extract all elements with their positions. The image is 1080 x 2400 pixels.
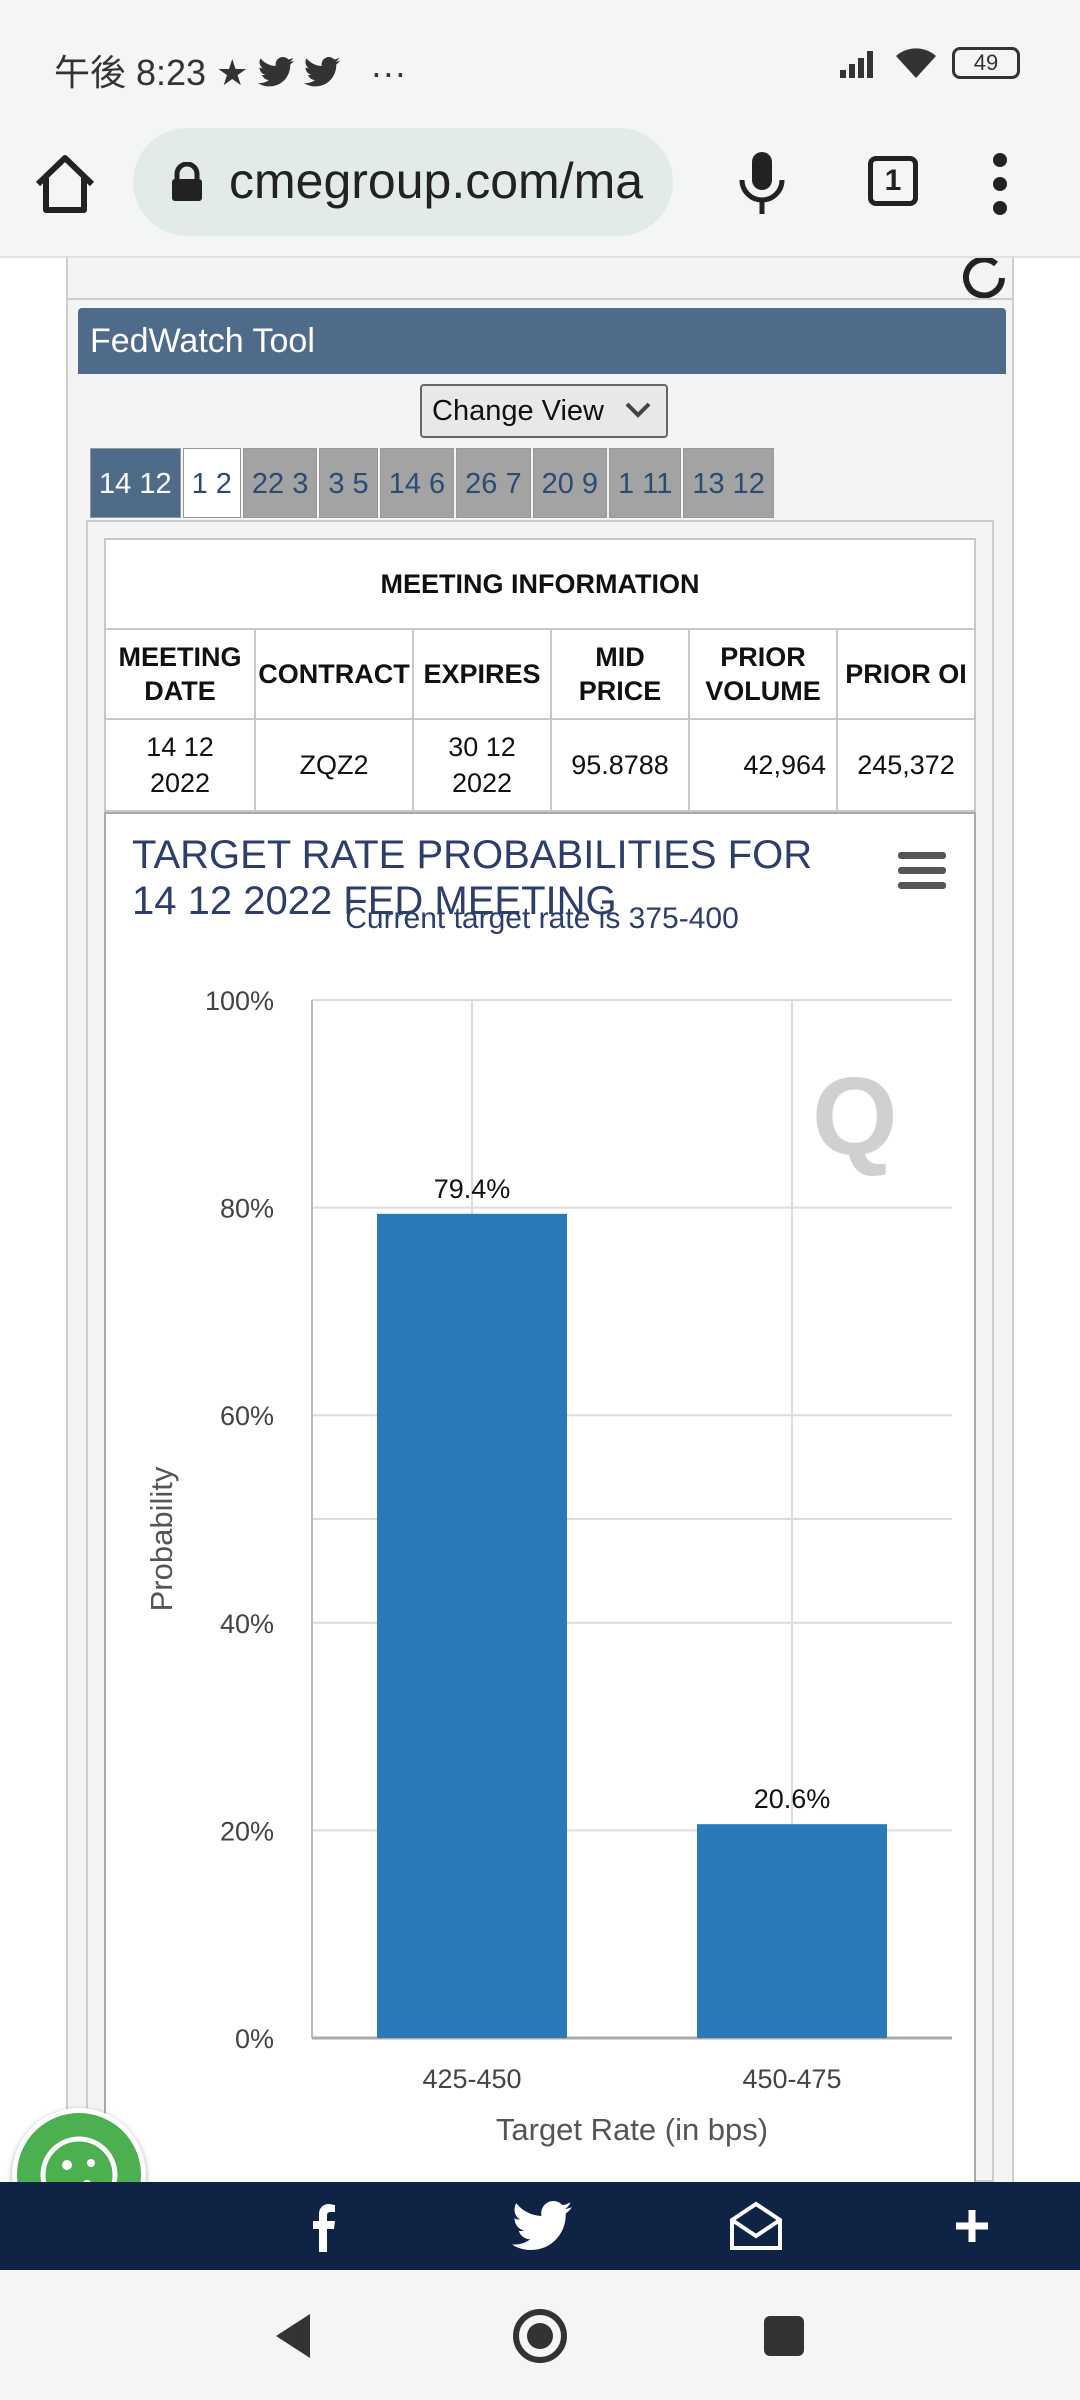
x-tick-label: 425-450 (422, 2064, 521, 2094)
panel-title: FedWatch Tool (78, 308, 1006, 374)
tab-meeting-date[interactable]: 13 12 (683, 448, 774, 518)
table-cell: 30 12 2022 (412, 718, 552, 812)
signal-icon (840, 51, 873, 78)
column-header: EXPIRES (412, 628, 552, 720)
tab-meeting-date[interactable]: 14 12 (90, 448, 181, 518)
status-bar: 午後 8:23 ★ ··· 49 (0, 0, 1080, 128)
data-label: 20.6% (754, 1784, 831, 1814)
hamburger-menu-icon[interactable] (898, 850, 946, 890)
tab-meeting-date[interactable]: 20 9 (532, 448, 608, 518)
fedwatch-frame: FedWatch Tool Change View 14 12 1 2 22 3… (66, 258, 1014, 2182)
lock-icon (172, 162, 202, 201)
tab-meeting-date[interactable]: 22 3 (242, 448, 318, 518)
more-vert-icon[interactable] (990, 152, 1010, 216)
plus-icon[interactable] (942, 2196, 1002, 2256)
tab-meeting-date[interactable]: 1 11 (609, 448, 682, 518)
y-tick-label: 20% (220, 1816, 274, 1846)
x-axis-title: Target Rate (in bps) (496, 2112, 768, 2147)
probability-chart: 0% 20% 40% 60% 80% 100% Q 79.4% 425-450 20.6% 450-… (104, 812, 976, 2182)
tab-meeting-date[interactable]: 26 7 (456, 448, 531, 518)
url-text: cmegroup.com/ma (229, 153, 644, 209)
chevron-down-icon (625, 402, 651, 418)
status-time: 午後 8:23 ★ ··· (54, 44, 406, 96)
table-cell: 14 12 2022 (104, 718, 256, 812)
tab-meeting-date[interactable]: 1 2 (182, 448, 241, 518)
column-header: PRIOR OI (836, 628, 976, 720)
tab-switcher-button[interactable]: 1 (868, 156, 918, 206)
column-header: PRIOR VOLUME (688, 628, 838, 720)
share-bar (0, 2182, 1080, 2270)
microphone-icon[interactable] (732, 148, 792, 218)
back-icon[interactable] (264, 2306, 324, 2366)
meeting-date-tabs: 14 12 1 2 22 3 3 5 14 6 26 7 20 9 1 11 1… (90, 448, 774, 518)
status-time-text: 午後 8:23 (54, 52, 207, 93)
y-tick-label: 80% (220, 1194, 274, 1224)
recents-icon[interactable] (754, 2306, 814, 2366)
web-page: FedWatch Tool Change View 14 12 1 2 22 3… (0, 258, 1080, 2182)
y-tick-label: 40% (220, 1609, 274, 1639)
tab-meeting-date[interactable]: 3 5 (319, 448, 378, 518)
table-cell: 42,964 (688, 718, 838, 812)
table-cell: ZQZ2 (254, 718, 414, 812)
column-header: MEETING DATE (104, 628, 256, 720)
column-header: CONTRACT (254, 628, 414, 720)
star-icon: ★ (216, 52, 249, 93)
wifi-icon (896, 48, 936, 78)
x-tick-label: 450-475 (742, 2064, 841, 2094)
data-label: 79.4% (434, 1174, 511, 1204)
chart-canvas: 0% 20% 40% 60% 80% 100% Q 79.4% 425-450 20.6% 450-… (144, 986, 952, 2147)
address-bar[interactable]: cmegroup.com/ma (133, 128, 673, 236)
chart-subtitle: Current target rate is 375-400 (345, 902, 739, 935)
refresh-icon[interactable] (958, 258, 1010, 304)
meeting-information-table: MEETING INFORMATION MEETING DATE CONTRAC… (104, 538, 976, 812)
column-header: MID PRICE (550, 628, 690, 720)
meeting-content: MEETING INFORMATION MEETING DATE CONTRAC… (86, 520, 994, 2182)
twitter-share-icon[interactable] (512, 2196, 572, 2256)
bar (377, 1213, 567, 2038)
home-nav-icon[interactable] (510, 2306, 570, 2366)
y-tick-label: 0% (235, 2024, 274, 2054)
table-title: MEETING INFORMATION (104, 538, 976, 630)
battery-icon: 49 (952, 47, 1020, 79)
table-cell: 95.8788 (550, 718, 690, 812)
table-cell: 245,372 (836, 718, 976, 812)
status-icons: 49 (840, 46, 1020, 80)
change-view-label: Change View (432, 395, 604, 427)
watermark-q: Q (812, 1055, 898, 1178)
more-notifications-icon: ··· (370, 52, 407, 93)
divider (68, 298, 1012, 300)
tab-meeting-date[interactable]: 14 6 (379, 448, 455, 518)
email-share-icon[interactable] (726, 2196, 786, 2256)
twitter-icon (304, 57, 341, 87)
system-navigation-bar (0, 2270, 1080, 2400)
twitter-icon (258, 57, 295, 87)
browser-toolbar: cmegroup.com/ma 1 (0, 128, 1080, 258)
y-axis-title: Probability (144, 1466, 179, 1611)
chart-title: TARGET RATE PROBABILITIES FOR 14 12 2022… (132, 833, 813, 923)
y-tick-label: 100% (205, 986, 274, 1016)
table-row: 14 12 2022 ZQZ2 30 12 2022 95.8788 42,96… (104, 718, 976, 812)
y-tick-label: 60% (220, 1401, 274, 1431)
facebook-icon[interactable] (294, 2196, 354, 2256)
change-view-select[interactable]: Change View (420, 384, 668, 438)
home-icon[interactable] (30, 150, 100, 220)
bar (697, 1824, 887, 2038)
